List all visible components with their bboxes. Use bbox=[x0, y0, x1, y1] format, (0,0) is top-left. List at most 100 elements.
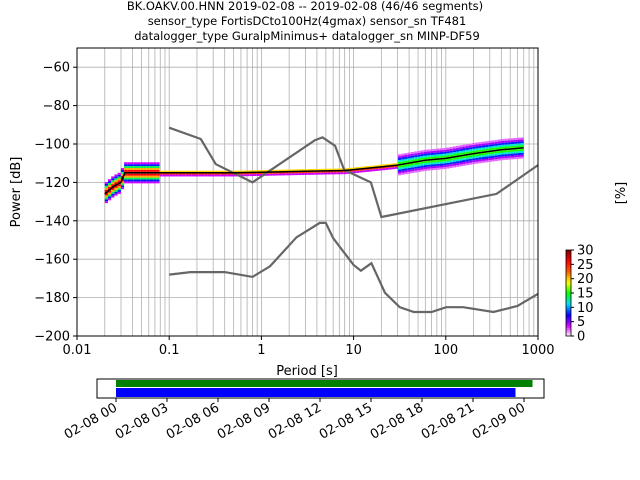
density-cell bbox=[410, 151, 415, 154]
density-cell bbox=[449, 154, 453, 157]
density-cell bbox=[214, 170, 218, 173]
density-cell bbox=[488, 140, 492, 143]
density-cell bbox=[372, 165, 376, 168]
density-cell bbox=[301, 173, 305, 175]
density-cell bbox=[491, 144, 495, 147]
density-cell bbox=[304, 169, 308, 172]
density-cell bbox=[443, 155, 447, 158]
density-cell bbox=[433, 160, 437, 163]
density-cell bbox=[449, 152, 453, 155]
availability-tick-label: 02-08 06 bbox=[164, 400, 222, 442]
density-cell bbox=[107, 181, 112, 184]
density-cell bbox=[156, 169, 160, 172]
density-cell bbox=[501, 154, 505, 157]
density-cell bbox=[423, 151, 428, 154]
density-cell bbox=[117, 191, 121, 194]
density-cell bbox=[456, 153, 460, 156]
density-cell bbox=[497, 147, 502, 150]
colorbar-segment bbox=[566, 297, 571, 300]
density-cell bbox=[410, 155, 415, 158]
density-cell bbox=[452, 161, 457, 164]
density-cell bbox=[439, 150, 444, 153]
density-cell bbox=[288, 173, 292, 176]
density-cell bbox=[143, 181, 147, 184]
density-cell bbox=[398, 154, 402, 157]
density-cell bbox=[240, 170, 244, 173]
density-cell bbox=[449, 146, 453, 149]
density-cell bbox=[317, 168, 321, 171]
density-cell bbox=[217, 174, 221, 177]
density-cell bbox=[497, 143, 502, 146]
density-cell bbox=[407, 171, 411, 174]
density-cell bbox=[340, 170, 344, 173]
density-cell bbox=[169, 170, 173, 173]
density-cell bbox=[146, 162, 150, 165]
density-cell bbox=[388, 163, 392, 166]
density-cell bbox=[327, 170, 331, 173]
density-cell bbox=[352, 167, 357, 170]
density-cell bbox=[414, 170, 418, 173]
density-cell bbox=[133, 166, 137, 168]
density-cell bbox=[378, 166, 382, 169]
density-cell bbox=[207, 170, 212, 173]
density-cell bbox=[514, 151, 518, 154]
colorbar-tick-label: 5 bbox=[577, 315, 585, 330]
colorbar-segment bbox=[566, 320, 571, 324]
density-cell bbox=[272, 173, 276, 176]
density-cell bbox=[407, 160, 411, 163]
density-cell bbox=[427, 160, 431, 163]
density-cell bbox=[433, 168, 437, 170]
density-cell bbox=[494, 139, 498, 142]
density-cell bbox=[494, 143, 498, 146]
density-cell bbox=[104, 201, 108, 204]
density-cell bbox=[227, 174, 231, 177]
density-cell bbox=[517, 145, 521, 148]
density-cell bbox=[372, 169, 376, 172]
density-cell bbox=[133, 173, 137, 176]
density-cell bbox=[136, 166, 141, 168]
density-cell bbox=[117, 176, 121, 179]
density-cell bbox=[436, 161, 440, 164]
density-cell bbox=[107, 183, 112, 185]
density-cell bbox=[188, 174, 192, 177]
availability-tick-label: 02-08 15 bbox=[317, 400, 375, 442]
density-cell bbox=[117, 172, 121, 175]
density-cell bbox=[452, 159, 457, 162]
colorbar-segment bbox=[566, 316, 571, 320]
density-cell bbox=[485, 156, 489, 159]
density-cell bbox=[153, 179, 157, 182]
density-cell bbox=[507, 138, 511, 141]
density-cell bbox=[420, 154, 424, 157]
density-cell bbox=[130, 164, 134, 167]
density-cell bbox=[262, 171, 266, 174]
density-cell bbox=[404, 155, 408, 157]
density-cell bbox=[439, 163, 444, 166]
density-cell bbox=[130, 173, 134, 176]
density-cell bbox=[352, 169, 357, 172]
density-cell bbox=[481, 149, 486, 152]
density-cell bbox=[256, 174, 260, 176]
density-cell bbox=[414, 151, 418, 154]
density-cell bbox=[452, 154, 457, 156]
title-line-2: sensor_type FortisDCto100Hz(4gmax) senso… bbox=[148, 14, 467, 28]
density-cell bbox=[107, 179, 112, 182]
density-cell bbox=[301, 169, 305, 172]
density-cell bbox=[133, 179, 137, 182]
density-cell bbox=[410, 169, 415, 172]
density-cell bbox=[149, 173, 154, 176]
density-cell bbox=[133, 175, 137, 178]
density-cell bbox=[188, 170, 192, 173]
density-cell bbox=[491, 155, 495, 158]
density-cell bbox=[111, 178, 115, 181]
density-cell bbox=[468, 157, 473, 159]
density-cell bbox=[485, 160, 489, 163]
density-cell bbox=[153, 173, 157, 176]
density-cell bbox=[520, 137, 524, 140]
density-cell bbox=[514, 149, 518, 152]
density-cell bbox=[404, 166, 408, 169]
density-cell bbox=[207, 172, 212, 175]
density-cell bbox=[459, 150, 463, 153]
colorbar-segment bbox=[566, 295, 571, 298]
density-cell bbox=[124, 175, 128, 178]
